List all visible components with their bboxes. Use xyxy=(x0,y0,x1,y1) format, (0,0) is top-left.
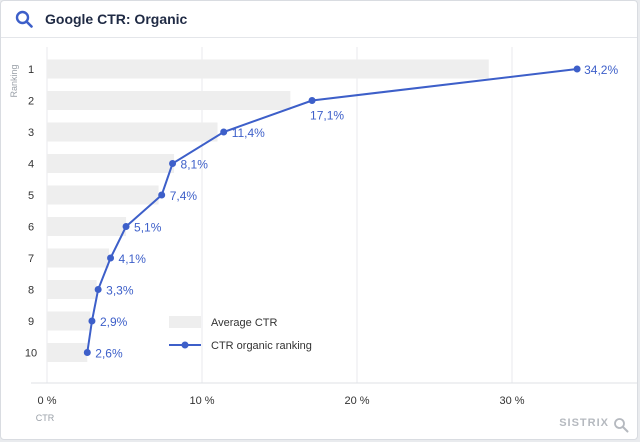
magnifier-icon xyxy=(614,418,629,433)
bar-rank-9 xyxy=(47,311,91,331)
bar-rank-8 xyxy=(47,280,97,299)
search-icon[interactable] xyxy=(15,10,33,28)
bar-rank-2 xyxy=(47,91,291,110)
ctr-label-7: 4,1% xyxy=(119,252,147,266)
ctr-label-8: 3,3% xyxy=(106,284,134,298)
ctr-point-8 xyxy=(94,286,102,293)
ctr-label-9: 2,9% xyxy=(100,315,128,329)
ctr-label-10: 2,6% xyxy=(95,347,123,361)
chart-header: Google CTR: Organic xyxy=(1,1,637,38)
y-tick-label-7: 7 xyxy=(28,253,34,265)
ctr-label-6: 5,1% xyxy=(134,221,162,235)
ctr-point-4 xyxy=(169,160,177,167)
x-tick-label-3: 30 % xyxy=(499,395,524,407)
y-tick-label-9: 9 xyxy=(28,316,34,328)
bar-rank-10 xyxy=(47,343,88,362)
x-tick-label-1: 10 % xyxy=(189,395,214,407)
ctr-label-4: 8,1% xyxy=(181,158,209,172)
legend-line-marker xyxy=(181,341,189,349)
ctr-label-2: 17,1% xyxy=(310,109,344,123)
x-tick-label-0: 0 % xyxy=(38,395,57,407)
bar-rank-7 xyxy=(47,248,109,268)
y-tick-label-8: 8 xyxy=(28,285,34,297)
y-tick-label-5: 5 xyxy=(28,190,34,202)
ctr-label-1: 34,2% xyxy=(584,63,618,77)
x-axis-title: CTR xyxy=(36,413,55,423)
ctr-point-3 xyxy=(220,128,228,136)
bar-rank-3 xyxy=(47,122,218,142)
y-tick-label-10: 10 xyxy=(25,348,37,360)
y-tick-label-4: 4 xyxy=(28,159,34,171)
y-tick-label-2: 2 xyxy=(28,96,34,108)
bar-rank-6 xyxy=(47,217,127,236)
legend-label-ctr-organic: CTR organic ranking xyxy=(211,340,312,352)
ctr-point-7 xyxy=(107,254,115,262)
ctr-point-2 xyxy=(308,97,316,104)
x-tick-label-2: 20 % xyxy=(344,395,369,407)
brand-logo: SISTRIX xyxy=(559,417,609,429)
legend-label-average-ctr: Average CTR xyxy=(211,317,277,329)
y-axis-title: Ranking xyxy=(9,64,19,97)
bar-rank-4 xyxy=(47,154,175,173)
ctr-line xyxy=(86,68,578,353)
y-tick-label-1: 1 xyxy=(28,64,34,76)
y-tick-label-3: 3 xyxy=(28,127,34,139)
bar-rank-1 xyxy=(47,59,489,79)
ctr-label-5: 7,4% xyxy=(170,189,198,203)
ctr-label-3: 11,4% xyxy=(232,126,265,140)
ctr-point-9 xyxy=(88,317,96,325)
legend-bar-swatch xyxy=(169,316,201,328)
bar-rank-5 xyxy=(47,185,159,205)
ctr-point-6 xyxy=(122,223,130,230)
y-tick-label-6: 6 xyxy=(28,222,34,234)
ctr-point-5 xyxy=(158,191,166,199)
ctr-point-10 xyxy=(83,349,91,356)
ctr-point-1 xyxy=(573,65,581,73)
chart-title: Google CTR: Organic xyxy=(45,11,188,27)
